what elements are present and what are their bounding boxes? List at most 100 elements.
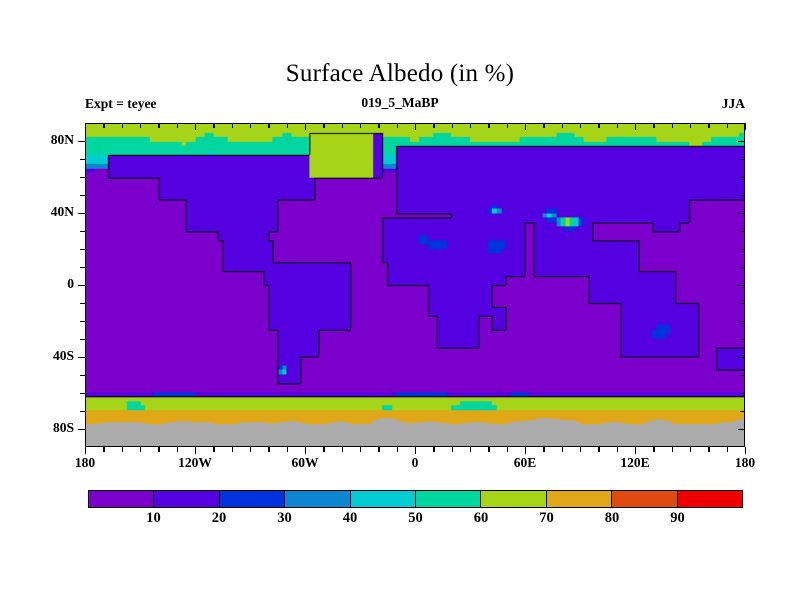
x-axis-tick-top xyxy=(616,123,619,128)
y-axis-tick xyxy=(78,213,85,215)
y-axis-tick-right xyxy=(738,357,745,359)
x-axis-tick-top xyxy=(213,123,215,128)
x-axis-tick-top xyxy=(305,123,307,130)
y-axis-tick xyxy=(80,159,85,161)
x-axis-tick-top xyxy=(415,123,417,130)
y-axis-tick-right xyxy=(740,159,745,161)
x-axis-tick-top xyxy=(396,123,399,128)
x-axis-tick-top xyxy=(745,123,747,130)
x-axis-tick-top xyxy=(561,123,564,128)
y-axis-tick xyxy=(80,339,85,341)
x-axis-tick xyxy=(616,447,619,452)
x-axis-tick-top xyxy=(231,123,234,128)
map-plot-area xyxy=(85,123,745,447)
colorbar-segment xyxy=(612,491,678,507)
x-axis-tick xyxy=(85,447,87,454)
x-axis-tick xyxy=(378,447,380,452)
x-axis-tick xyxy=(580,447,582,452)
x-axis-tick-top xyxy=(671,123,674,128)
y-axis-tick-right xyxy=(740,195,745,197)
y-axis-tick xyxy=(80,321,85,323)
colorbar-segment xyxy=(285,491,351,507)
y-axis-tick-right xyxy=(740,393,745,395)
colorbar-segment xyxy=(677,491,743,507)
x-axis-tick xyxy=(213,447,215,452)
y-axis-tick xyxy=(78,429,85,431)
y-axis-tick-right xyxy=(740,249,745,251)
y-axis-label: 0 xyxy=(67,276,74,291)
figure-subtitle: 019_5_MaBP xyxy=(361,95,439,110)
x-axis-tick xyxy=(268,447,270,452)
y-axis-tick-right xyxy=(740,267,745,269)
x-axis-label: 180 xyxy=(74,455,96,470)
x-axis-tick xyxy=(360,447,362,452)
y-axis-tick-right xyxy=(740,177,745,179)
x-axis-tick-top xyxy=(690,123,692,128)
y-axis-tick-right xyxy=(738,141,745,143)
x-axis-tick xyxy=(543,447,545,452)
x-axis-tick-top xyxy=(726,123,729,128)
colorbar-tick-label: 90 xyxy=(670,510,685,526)
y-axis-tick-right xyxy=(740,321,745,323)
colorbar-segment xyxy=(154,491,220,507)
y-axis-tick xyxy=(78,141,85,143)
x-axis-tick xyxy=(690,447,692,452)
y-axis-tick xyxy=(80,177,85,179)
x-axis-tick-top xyxy=(580,123,582,128)
colorbar-segment xyxy=(219,491,286,507)
colorbar-segment xyxy=(481,491,547,507)
x-axis-tick xyxy=(561,447,564,452)
x-axis-tick-top xyxy=(378,123,380,128)
x-axis-tick-top xyxy=(470,123,472,128)
x-axis-tick-top xyxy=(268,123,270,128)
y-axis-tick xyxy=(80,195,85,197)
x-axis-tick xyxy=(745,447,747,454)
x-axis-tick-top xyxy=(506,123,509,128)
x-axis-tick xyxy=(506,447,509,452)
y-axis-tick xyxy=(80,375,85,377)
x-axis-label: 120E xyxy=(620,455,650,470)
y-axis-tick xyxy=(80,267,85,269)
x-axis-tick xyxy=(103,447,105,452)
x-axis-tick-top xyxy=(195,123,197,130)
y-axis-label: 40N xyxy=(50,204,74,219)
x-axis-tick xyxy=(158,447,160,452)
x-axis-tick-top xyxy=(140,123,142,128)
colorbar-tick-label: 60 xyxy=(473,510,489,526)
x-axis-tick-top xyxy=(543,123,545,128)
y-axis-tick xyxy=(80,393,85,395)
colorbar-tick-label: 80 xyxy=(604,510,620,526)
x-axis-tick-top xyxy=(85,123,87,130)
x-axis-tick xyxy=(341,447,344,452)
x-axis-tick-top xyxy=(121,123,124,128)
y-axis-tick xyxy=(80,411,85,413)
colorbar-tick-label: 30 xyxy=(277,510,292,526)
x-axis-tick-top xyxy=(598,123,600,128)
y-axis-tick xyxy=(80,303,85,305)
x-axis-tick xyxy=(195,447,197,454)
x-axis-tick-top xyxy=(451,123,454,128)
colorbar-tick-label: 70 xyxy=(539,510,554,526)
y-axis-label: 80S xyxy=(52,420,74,435)
x-axis-tick-top xyxy=(176,123,179,128)
y-axis-tick-right xyxy=(740,411,745,413)
colorbar-segment xyxy=(89,491,155,507)
x-axis-tick xyxy=(305,447,307,454)
colorbar-tick-label: 50 xyxy=(408,510,423,526)
y-axis-tick-right xyxy=(740,375,745,377)
x-axis-tick xyxy=(396,447,399,452)
y-axis-tick xyxy=(78,285,85,287)
colorbar-segment xyxy=(416,491,482,507)
x-axis-tick xyxy=(653,447,655,452)
x-axis-tick-top xyxy=(286,123,289,128)
x-axis-label: 0 xyxy=(411,455,419,470)
y-axis-tick-right xyxy=(738,429,745,431)
x-axis-tick xyxy=(598,447,600,452)
albedo-map-canvas xyxy=(86,124,744,446)
x-axis-tick-top xyxy=(525,123,527,130)
y-axis-tick-right xyxy=(740,231,745,233)
x-axis-tick xyxy=(635,447,637,454)
season-label: JJA xyxy=(721,96,745,111)
y-axis-tick xyxy=(80,231,85,233)
x-axis-tick xyxy=(488,447,490,452)
